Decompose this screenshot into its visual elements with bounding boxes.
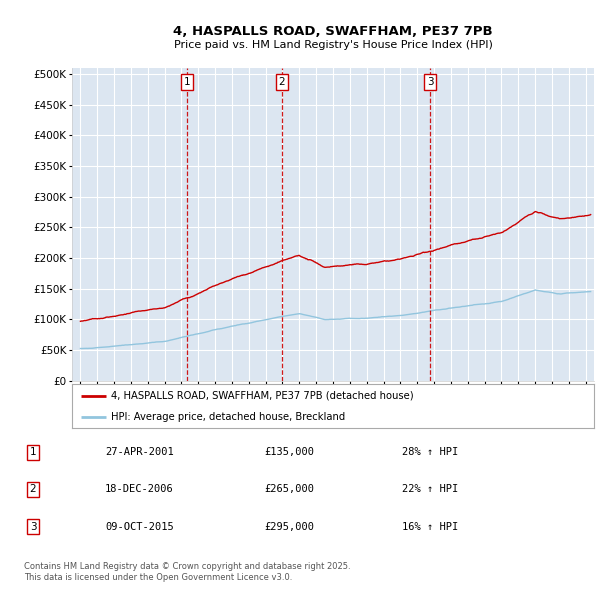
Text: £135,000: £135,000 [264, 447, 314, 457]
Text: 2: 2 [278, 77, 285, 87]
Text: 18-DEC-2006: 18-DEC-2006 [105, 484, 174, 494]
Text: HPI: Average price, detached house, Breckland: HPI: Average price, detached house, Brec… [111, 412, 346, 422]
Text: 27-APR-2001: 27-APR-2001 [105, 447, 174, 457]
Text: 1: 1 [184, 77, 190, 87]
Text: 3: 3 [29, 522, 37, 532]
Text: 28% ↑ HPI: 28% ↑ HPI [402, 447, 458, 457]
Text: 1: 1 [29, 447, 37, 457]
Text: £265,000: £265,000 [264, 484, 314, 494]
Text: Price paid vs. HM Land Registry's House Price Index (HPI): Price paid vs. HM Land Registry's House … [173, 40, 493, 50]
Text: 09-OCT-2015: 09-OCT-2015 [105, 522, 174, 532]
Text: Contains HM Land Registry data © Crown copyright and database right 2025.
This d: Contains HM Land Registry data © Crown c… [24, 562, 350, 582]
Text: 16% ↑ HPI: 16% ↑ HPI [402, 522, 458, 532]
Text: 22% ↑ HPI: 22% ↑ HPI [402, 484, 458, 494]
Text: 2: 2 [29, 484, 37, 494]
Text: 3: 3 [427, 77, 433, 87]
Text: 4, HASPALLS ROAD, SWAFFHAM, PE37 7PB (detached house): 4, HASPALLS ROAD, SWAFFHAM, PE37 7PB (de… [111, 391, 414, 401]
Text: 4, HASPALLS ROAD, SWAFFHAM, PE37 7PB: 4, HASPALLS ROAD, SWAFFHAM, PE37 7PB [173, 25, 493, 38]
Text: £295,000: £295,000 [264, 522, 314, 532]
